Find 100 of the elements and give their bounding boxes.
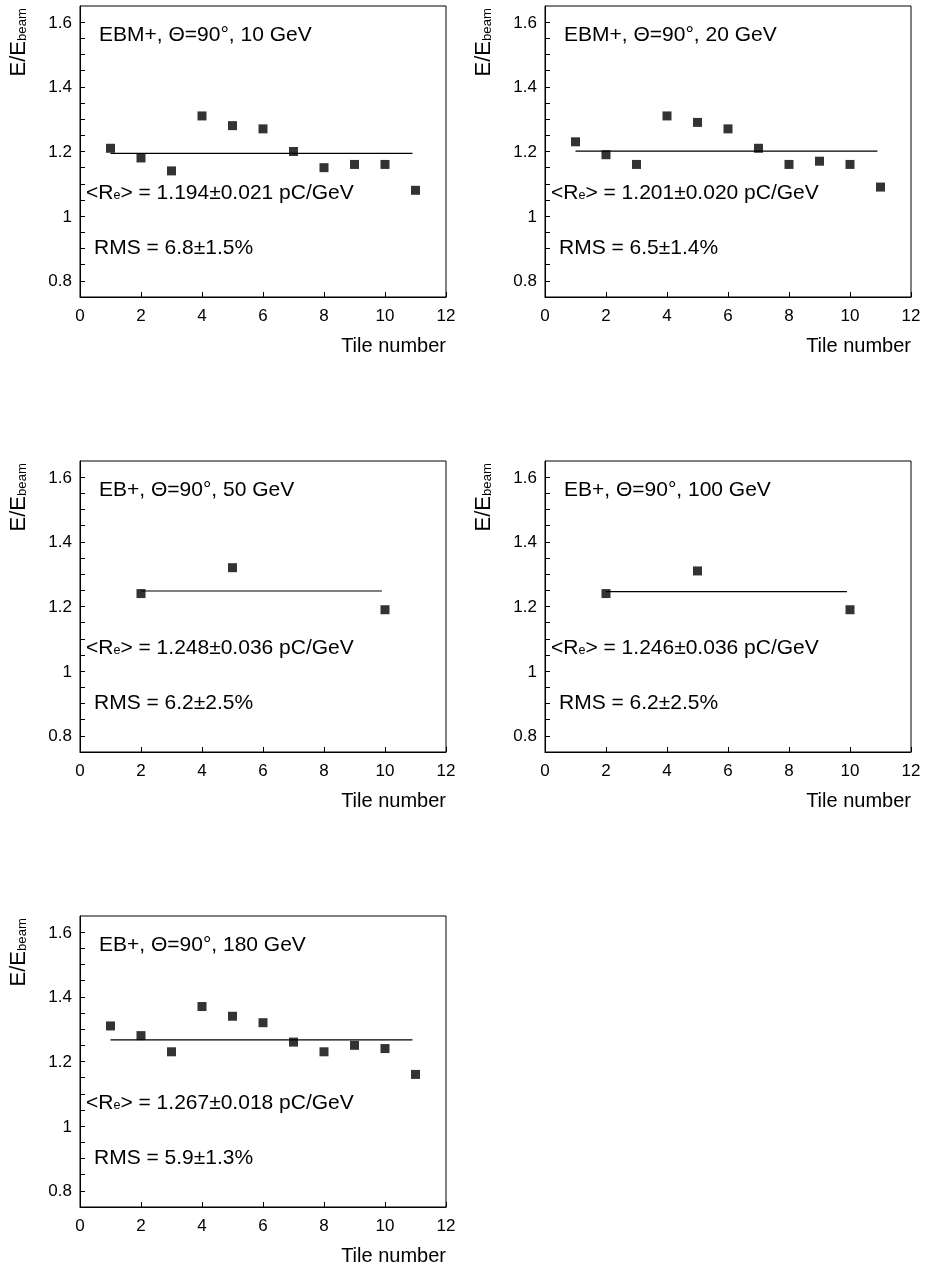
y-tick-label: 1.2 xyxy=(513,597,537,616)
point xyxy=(319,163,329,173)
y-axis-title: E/Ebeam xyxy=(4,7,30,77)
point xyxy=(693,566,702,576)
point xyxy=(784,159,794,169)
y-tick-label: 0.8 xyxy=(48,271,72,291)
point xyxy=(845,605,855,615)
annotation: RMS = 6.5±1.4% xyxy=(559,234,719,258)
x-tick-label: 2 xyxy=(136,306,146,325)
y-axis-title: E/Ebeam xyxy=(469,462,495,532)
x-tick-label: 0 xyxy=(540,761,550,780)
x-tick-label: 12 xyxy=(436,761,456,780)
point xyxy=(723,124,733,134)
x-tick-label: 4 xyxy=(197,306,207,325)
y-tick-label: 0.8 xyxy=(513,271,537,291)
point xyxy=(845,159,855,169)
text: EB+, Θ=90°, 50 GeV xyxy=(99,477,295,500)
point xyxy=(876,182,885,192)
x-tick-label: 6 xyxy=(258,306,268,325)
y-tick-label: 1 xyxy=(62,1116,72,1136)
x-tick-label: 10 xyxy=(375,306,395,325)
point xyxy=(167,1047,176,1057)
x-tick-label: 2 xyxy=(136,761,146,780)
y-tick-label: 1.4 xyxy=(513,532,537,552)
y-tick-label: 1.2 xyxy=(48,597,72,616)
y-tick-label: 1.2 xyxy=(48,1052,72,1071)
x-tick-label: 0 xyxy=(75,761,85,780)
y-tick-label: 1.2 xyxy=(513,142,537,161)
point xyxy=(319,1047,329,1057)
y-tick-label: 0.8 xyxy=(513,726,537,746)
point xyxy=(167,166,176,176)
x-tick-label: 0 xyxy=(75,306,85,325)
y-tick-label: 0.8 xyxy=(48,1181,72,1201)
x-tick-label: 4 xyxy=(197,1216,207,1235)
x-tick-label: 12 xyxy=(436,306,456,325)
annotation: RMS = 6.8±1.5% xyxy=(94,234,254,258)
point xyxy=(228,121,237,131)
x-tick-label: 2 xyxy=(601,306,611,325)
x-tick-label: 8 xyxy=(319,306,329,325)
y-axis-title: E/Ebeam xyxy=(4,462,30,532)
x-tick-label: 12 xyxy=(901,306,921,325)
x-tick-label: 6 xyxy=(723,761,733,780)
point xyxy=(380,1044,390,1054)
x-tick-label: 6 xyxy=(258,761,268,780)
x-tick-label: 8 xyxy=(319,1216,329,1235)
y-tick-label: 1 xyxy=(527,206,537,226)
x-tick-label: 6 xyxy=(723,306,733,325)
annotation: RMS = 6.2±2.5% xyxy=(94,689,254,713)
annotation: <Re> = 1.246±0.036 pC/GeV xyxy=(551,634,819,658)
x-tick-label: 2 xyxy=(136,1216,146,1235)
x-tick-label: 12 xyxy=(901,761,921,780)
x-axis-title: Tile number xyxy=(806,334,912,356)
x-tick-label: 10 xyxy=(375,761,395,780)
point xyxy=(380,605,390,615)
y-tick-label: 1.6 xyxy=(48,922,72,942)
point xyxy=(411,185,420,195)
point xyxy=(350,1040,359,1050)
x-tick-label: 8 xyxy=(784,761,794,780)
point xyxy=(350,159,359,169)
x-tick-label: 10 xyxy=(840,306,860,325)
y-tick-label: 1.6 xyxy=(513,467,537,487)
point xyxy=(662,111,672,121)
x-tick-label: 10 xyxy=(840,761,860,780)
y-tick-label: 1.4 xyxy=(48,77,72,97)
x-axis-title: Tile number xyxy=(341,789,447,811)
y-tick-label: 1 xyxy=(62,661,72,681)
annotation: RMS = 6.2±2.5% xyxy=(559,689,719,713)
point xyxy=(815,156,824,166)
annotation: RMS = 5.9±1.3% xyxy=(94,1144,254,1168)
annotation: <Re> = 1.267±0.018 pC/GeV xyxy=(86,1089,354,1113)
x-tick-label: 0 xyxy=(540,306,550,325)
x-tick-label: 0 xyxy=(75,1216,85,1235)
text: EBM+, Θ=90°, 10 GeV xyxy=(99,22,312,45)
text: EBM+, Θ=90°, 20 GeV xyxy=(564,22,777,45)
x-tick-label: 8 xyxy=(319,761,329,780)
y-tick-label: 1.4 xyxy=(48,987,72,1007)
annotation: <Re> = 1.201±0.020 pC/GeV xyxy=(551,179,819,203)
y-tick-label: 1.6 xyxy=(48,467,72,487)
x-tick-label: 4 xyxy=(197,761,207,780)
y-tick-label: 1.4 xyxy=(48,532,72,552)
y-tick-label: 1.2 xyxy=(48,142,72,161)
y-tick-label: 1.4 xyxy=(513,77,537,97)
point xyxy=(571,137,580,147)
annotation: <Re> = 1.248±0.036 pC/GeV xyxy=(86,634,354,658)
point xyxy=(601,589,611,599)
point xyxy=(258,124,268,134)
point xyxy=(228,563,237,573)
text: EB+, Θ=90°, 100 GeV xyxy=(564,477,771,500)
text: EB+, Θ=90°, 180 GeV xyxy=(99,932,306,955)
x-tick-label: 4 xyxy=(662,306,672,325)
point xyxy=(380,159,390,169)
point xyxy=(106,1021,115,1031)
point xyxy=(197,111,207,121)
x-tick-label: 10 xyxy=(375,1216,395,1235)
y-tick-label: 1.6 xyxy=(513,12,537,32)
point xyxy=(228,1011,237,1021)
y-tick-label: 1 xyxy=(527,661,537,681)
y-axis-title: E/Ebeam xyxy=(469,7,495,77)
x-tick-label: 12 xyxy=(436,1216,456,1235)
point xyxy=(106,143,115,153)
